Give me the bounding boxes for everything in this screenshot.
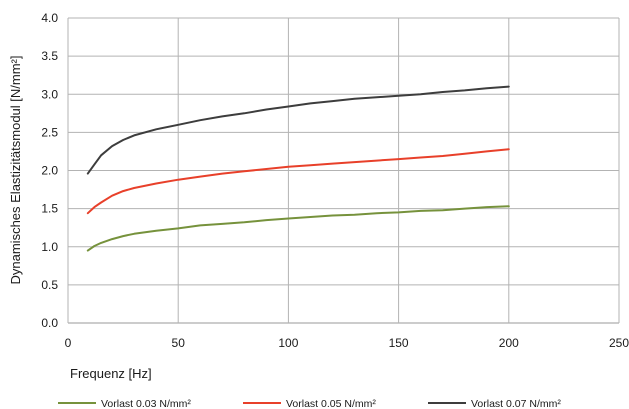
y-axis-ticks: 0.0 0.5 1.0 1.5 2.0 2.5 3.0 3.5 4.0: [41, 11, 58, 330]
y-tick-label: 2.5: [41, 125, 58, 139]
x-tick-label: 50: [172, 336, 186, 350]
series-line-3: [86, 85, 510, 175]
x-tick-label: 150: [389, 336, 409, 350]
series-lines: [86, 85, 510, 252]
legend-label-1: Vorlast 0.03 N/mm²: [101, 398, 191, 409]
series-line-1: [86, 205, 510, 252]
y-tick-label: 4.0: [41, 11, 58, 25]
y-tick-label: 1.0: [41, 240, 58, 254]
x-tick-label: 100: [278, 336, 298, 350]
x-axis-ticks: 0 50 100 150 200 250: [65, 336, 629, 350]
y-tick-label: 0.0: [41, 316, 58, 330]
x-tick-label: 250: [609, 336, 629, 350]
legend-label-2: Vorlast 0.05 N/mm²: [286, 398, 376, 409]
y-tick-label: 1.5: [41, 202, 58, 216]
legend: Vorlast 0.03 N/mm² Vorlast 0.05 N/mm² Vorl…: [58, 398, 561, 409]
y-tick-label: 2.0: [41, 164, 58, 178]
y-tick-label: 3.5: [41, 49, 58, 63]
grid: [67, 17, 620, 324]
x-tick-label: 0: [65, 336, 72, 350]
series-line-2: [86, 148, 510, 215]
y-tick-label: 3.0: [41, 87, 58, 101]
legend-label-3: Vorlast 0.07 N/mm²: [471, 398, 561, 409]
x-axis-title: Frequenz [Hz]: [70, 366, 152, 381]
y-axis-title: Dynamisches Elastizitätsmodul [N/mm²]: [8, 56, 23, 285]
y-tick-label: 0.5: [41, 278, 58, 292]
x-tick-label: 200: [499, 336, 519, 350]
